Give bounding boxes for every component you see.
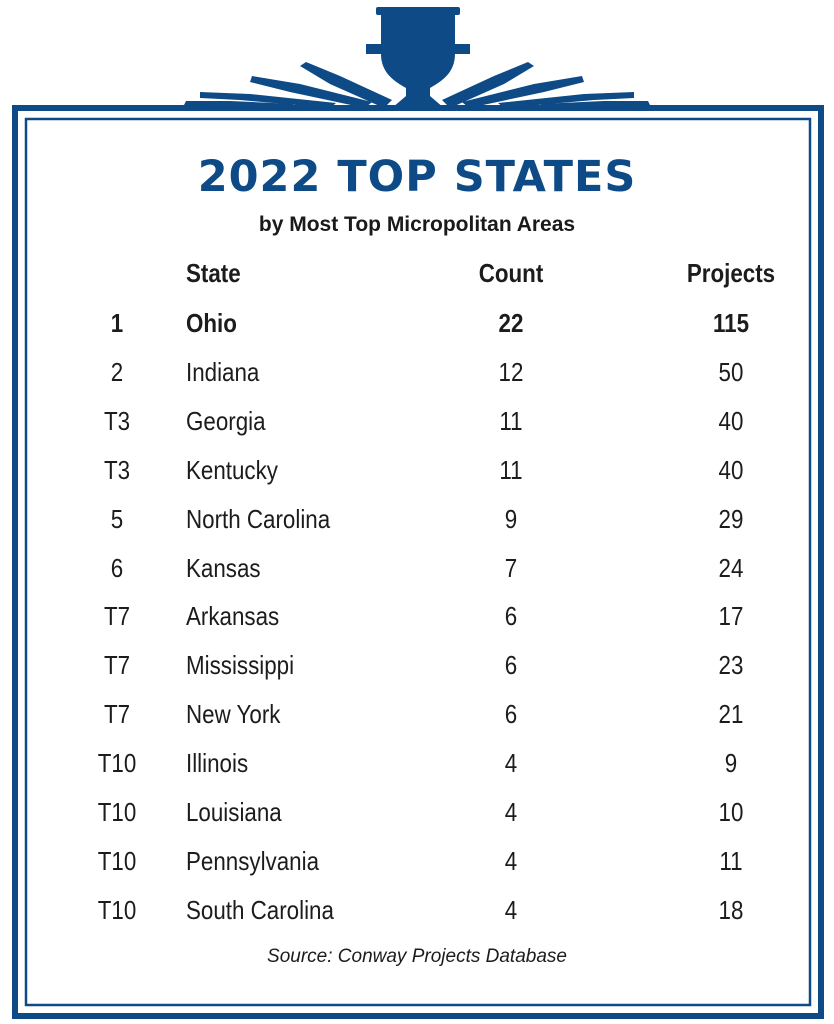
header-state: State xyxy=(186,258,241,288)
rank-cell: T7 xyxy=(103,601,131,632)
projects-cell: 21 xyxy=(718,699,744,730)
projects-cell: 10 xyxy=(718,797,744,827)
rank-cell: 5 xyxy=(110,503,124,534)
state-cell: North Carolina xyxy=(186,503,331,534)
count-cell: 11 xyxy=(499,454,523,485)
projects-cell: 17 xyxy=(718,601,744,632)
rank-cell: 2 xyxy=(110,356,124,387)
state-cell: Georgia xyxy=(186,405,266,436)
rank-cell: T7 xyxy=(103,650,131,681)
projects-cell: 40 xyxy=(718,454,744,485)
header-count: Count xyxy=(478,258,544,288)
source-note: Source: Conway Projects Database xyxy=(267,946,567,967)
rank-cell: 6 xyxy=(110,552,124,583)
rank-cell: T10 xyxy=(97,748,137,779)
state-cell: Illinois xyxy=(186,748,249,779)
count-cell: 4 xyxy=(504,845,518,876)
count-cell: 9 xyxy=(504,503,518,534)
state-cell: New York xyxy=(186,699,281,730)
projects-cell: 9 xyxy=(724,748,738,779)
state-cell: Indiana xyxy=(186,356,260,387)
state-cell: Arkansas xyxy=(186,601,280,632)
page-title: 2022 TOP STATES xyxy=(197,152,637,202)
state-cell: Pennsylvania xyxy=(186,845,320,876)
projects-cell: 23 xyxy=(718,650,744,681)
count-cell: 6 xyxy=(504,601,518,632)
rank-cell: T10 xyxy=(97,894,137,925)
rank-cell: T7 xyxy=(103,699,131,730)
rank-cell: T3 xyxy=(103,405,131,436)
rank-cell: T10 xyxy=(97,797,137,827)
projects-cell: 115 xyxy=(712,308,750,338)
page-subtitle: by Most Top Micropolitan Areas xyxy=(258,213,576,236)
state-cell: Kentucky xyxy=(186,454,278,485)
trophy-ornament-icon xyxy=(184,7,650,108)
header-projects: Projects xyxy=(686,258,776,288)
rank-cell: T10 xyxy=(97,845,137,876)
projects-cell: 18 xyxy=(718,894,744,925)
state-cell: Mississippi xyxy=(186,650,295,681)
state-cell: South Carolina xyxy=(186,894,334,925)
count-cell: 12 xyxy=(498,356,524,387)
count-cell: 22 xyxy=(498,308,524,338)
projects-cell: 11 xyxy=(719,845,743,876)
projects-cell: 40 xyxy=(718,405,744,436)
rank-cell: 1 xyxy=(110,308,124,338)
projects-cell: 29 xyxy=(718,503,744,534)
count-cell: 7 xyxy=(504,552,518,583)
count-cell: 4 xyxy=(504,894,518,925)
inner-border xyxy=(24,117,812,1007)
state-cell: Louisiana xyxy=(186,797,282,827)
state-cell: Ohio xyxy=(186,308,237,338)
count-cell: 4 xyxy=(504,748,518,779)
count-cell: 11 xyxy=(499,405,523,436)
projects-cell: 24 xyxy=(718,552,744,583)
rank-cell: T3 xyxy=(103,454,131,485)
state-cell: Kansas xyxy=(186,552,261,583)
projects-cell: 50 xyxy=(718,356,744,387)
count-cell: 4 xyxy=(504,797,518,827)
count-cell: 6 xyxy=(504,699,518,730)
count-cell: 6 xyxy=(504,650,518,681)
